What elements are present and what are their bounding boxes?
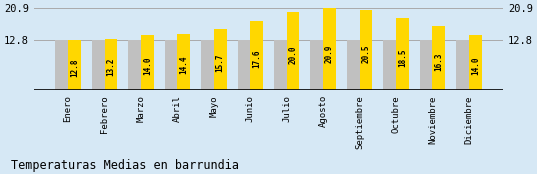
Bar [383,40,396,90]
Bar [310,40,323,90]
Bar [323,8,336,90]
Text: Temperaturas Medias en barrundia: Temperaturas Medias en barrundia [11,159,239,172]
Bar [105,38,117,90]
Text: 20.5: 20.5 [361,45,371,63]
Bar [92,40,105,90]
Bar [165,40,177,90]
Text: 16.3: 16.3 [434,52,444,71]
Bar [237,40,250,90]
Bar [55,40,68,90]
Bar [287,12,300,90]
Bar [214,29,227,90]
Text: 13.2: 13.2 [106,58,115,76]
Bar [68,40,81,90]
Text: 18.5: 18.5 [398,48,407,67]
Bar [469,35,482,90]
Bar [420,40,432,90]
Text: 14.4: 14.4 [179,56,188,74]
Bar [177,34,190,90]
Bar [250,21,263,90]
Bar [432,26,445,90]
Bar [396,18,409,90]
Bar [360,10,372,90]
Bar [456,40,469,90]
Text: 12.8: 12.8 [70,58,79,77]
Text: 20.9: 20.9 [325,44,334,63]
Text: 17.6: 17.6 [252,50,261,69]
Bar [128,40,141,90]
Text: 14.0: 14.0 [471,56,480,75]
Text: 20.0: 20.0 [288,46,297,64]
Bar [347,40,360,90]
Bar [274,40,287,90]
Text: 14.0: 14.0 [143,56,152,75]
Text: 15.7: 15.7 [216,53,224,72]
Bar [201,40,214,90]
Bar [141,35,154,90]
